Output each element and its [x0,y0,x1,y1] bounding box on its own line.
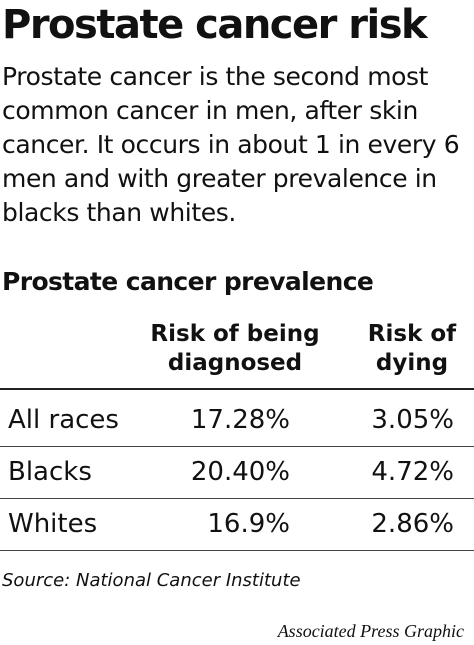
row-label: Blacks [8,457,92,487]
dying-value: 2.86% [371,509,454,539]
intro-paragraph: Prostate cancer is the second most commo… [2,62,460,227]
dying-value: 3.05% [371,405,454,435]
diagnosed-value: 16.9% [207,509,290,539]
column-header-diagnosed: Risk of being diagnosed [150,321,320,376]
source-note: Source: National Cancer Institute [2,570,301,591]
table-title: Prostate cancer prevalence [2,267,374,296]
graphic-title: Prostate cancer risk [2,2,428,48]
table-row-all-races: All races 17.28% 3.05% [0,398,474,442]
table-row-blacks: Blacks 20.40% 4.72% [0,450,474,494]
row-divider [0,498,474,499]
row-label: All races [8,405,119,435]
table-row-whites: Whites 16.9% 2.86% [0,502,474,546]
diagnosed-value: 17.28% [190,405,290,435]
row-divider [0,550,474,551]
row-divider [0,446,474,447]
column-header-dying: Risk of dying [367,321,457,376]
diagnosed-value: 20.40% [190,457,290,487]
graphic-credit: Associated Press Graphic [277,621,464,641]
row-label: Whites [8,509,98,539]
header-rule [0,388,474,390]
dying-value: 4.72% [371,457,454,487]
